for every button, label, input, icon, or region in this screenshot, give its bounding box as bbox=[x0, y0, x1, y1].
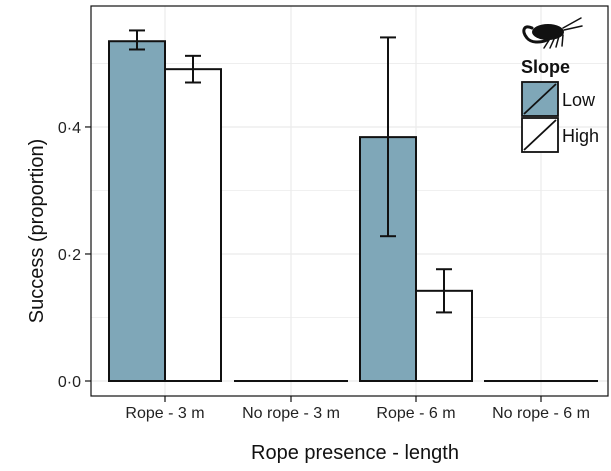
x-tick-label: Rope - 3 m bbox=[125, 405, 204, 422]
x-tick-label: No rope - 6 m bbox=[492, 405, 590, 422]
y-tick-label: 0·0 bbox=[58, 374, 81, 391]
y-tick-label: 0·2 bbox=[58, 247, 81, 264]
bar-low-0 bbox=[109, 41, 165, 381]
x-axis-title: Rope presence - length bbox=[251, 442, 459, 464]
legend-label-low: Low bbox=[562, 90, 596, 110]
y-axis-title: Success (proportion) bbox=[26, 139, 48, 324]
legend-label-high: High bbox=[562, 126, 599, 146]
legend-title: Slope bbox=[521, 57, 570, 77]
x-tick-label: No rope - 3 m bbox=[242, 405, 340, 422]
y-tick-label: 0·4 bbox=[58, 120, 81, 137]
x-tick-label: Rope - 6 m bbox=[376, 405, 455, 422]
bar-high-0 bbox=[165, 69, 221, 381]
